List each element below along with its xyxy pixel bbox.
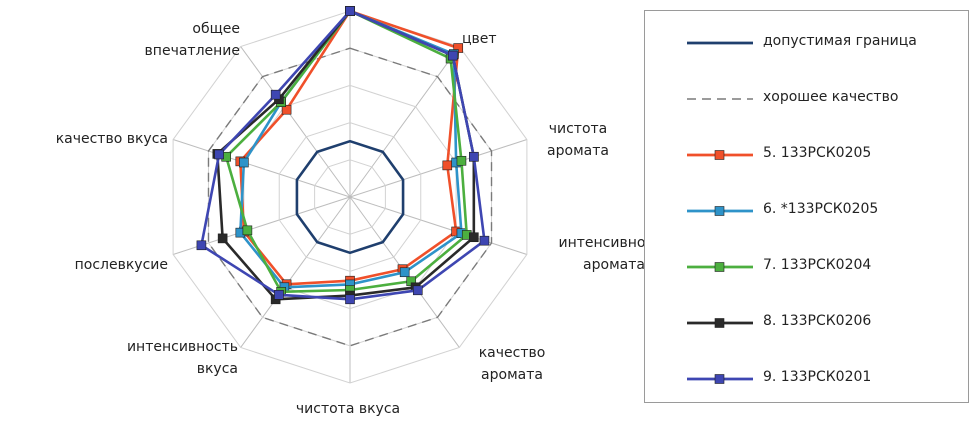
radar-spoke xyxy=(349,196,528,255)
axis-label-line: интенсивность xyxy=(126,339,238,355)
legend-swatch xyxy=(687,98,753,100)
series-1 xyxy=(207,47,493,347)
radar-spoke xyxy=(172,139,351,198)
data-point xyxy=(281,104,292,115)
data-point xyxy=(469,232,479,243)
legend-item: допустимая граница xyxy=(645,31,965,55)
radar-grid-ring xyxy=(172,10,528,384)
legend-item: 8. 133РСК0206 xyxy=(645,311,965,335)
axis-label-line: впечатление xyxy=(144,43,240,59)
data-point xyxy=(479,235,490,246)
legend-swatch xyxy=(687,374,753,384)
radar-spoke xyxy=(240,196,351,348)
legend-label: 8. 133РСК0206 xyxy=(763,313,872,329)
radar-spoke xyxy=(349,46,460,198)
radar-grid-ring xyxy=(278,122,422,272)
data-point xyxy=(345,294,355,305)
axis-label: качество вкуса xyxy=(56,128,168,150)
data-point xyxy=(274,290,284,300)
legend-marker xyxy=(714,262,725,272)
axis-label-line: качество xyxy=(478,345,546,361)
axis-label-line: чистота вкуса xyxy=(295,401,401,417)
legend-item: 7. 133РСК0204 xyxy=(645,255,965,279)
data-point xyxy=(196,240,207,251)
axis-label: качество аромата xyxy=(479,342,546,386)
legend-label: 9. 133РСК0201 xyxy=(763,369,872,385)
data-point xyxy=(239,157,249,168)
axis-label-line: аромата xyxy=(583,257,645,273)
data-point xyxy=(447,50,458,61)
data-point xyxy=(217,233,228,244)
series-6 xyxy=(196,6,490,305)
axis-label: интенсивность вкуса xyxy=(127,336,238,380)
legend-label: хорошее качество xyxy=(763,89,899,105)
data-point xyxy=(442,160,453,171)
legend-marker xyxy=(714,318,725,328)
axis-label-line: цвет xyxy=(462,31,497,47)
series-line xyxy=(295,139,405,255)
chart-legend: допустимая граница хорошее качество 5. 133… xyxy=(644,10,969,403)
series-0 xyxy=(295,139,405,255)
axis-label-line: качество вкуса xyxy=(55,131,168,147)
axis-label: чистота аромата xyxy=(547,118,609,162)
series-line xyxy=(239,9,463,289)
series-line xyxy=(207,47,493,347)
radar-grid-ring xyxy=(314,159,386,235)
axis-label: послевкусие xyxy=(75,254,168,276)
axis-label: общее впечатление xyxy=(145,18,240,62)
legend-swatch xyxy=(687,318,753,328)
axis-label-line: аромата xyxy=(481,367,543,383)
radar-spoke xyxy=(349,139,528,198)
data-point xyxy=(399,267,410,278)
legend-label: 6. *133РСК0205 xyxy=(763,201,879,217)
axis-label-line: общее xyxy=(192,21,240,37)
axis-label: цвет xyxy=(462,28,497,50)
legend-swatch xyxy=(687,41,753,45)
legend-swatch xyxy=(687,150,753,160)
legend-marker xyxy=(714,206,725,216)
legend-label: 7. 133РСК0204 xyxy=(763,257,872,273)
data-point xyxy=(456,155,467,166)
axis-label: интенсивность аромата xyxy=(558,232,669,276)
data-point xyxy=(214,149,224,160)
axis-label-line: аромата xyxy=(547,143,609,159)
legend-label: 5. 133РСК0205 xyxy=(763,145,872,161)
data-point xyxy=(270,89,281,100)
legend-marker xyxy=(714,150,725,160)
legend-item: 5. 133РСК0205 xyxy=(645,143,965,167)
data-point xyxy=(242,225,253,236)
series-line xyxy=(239,9,460,286)
data-point xyxy=(469,151,479,162)
legend-item: хорошее качество xyxy=(645,87,965,111)
legend-marker xyxy=(714,374,725,384)
series-line xyxy=(216,9,476,301)
axis-label-line: чистота xyxy=(548,121,608,137)
axis-label-line: послевкусие xyxy=(74,257,168,273)
legend-item: 6. *133РСК0205 xyxy=(645,199,965,223)
radar-spoke xyxy=(240,46,351,198)
legend-swatch xyxy=(687,262,753,272)
legend-item: 9. 133РСК0201 xyxy=(645,367,965,391)
legend-label: допустимая граница xyxy=(763,33,917,49)
legend-swatch xyxy=(687,206,753,216)
data-point xyxy=(345,6,355,16)
axis-label: чистота вкуса xyxy=(296,398,400,420)
axis-label-line: интенсивность xyxy=(558,235,670,251)
axis-label-line: вкуса xyxy=(196,361,238,377)
data-point xyxy=(412,285,423,296)
